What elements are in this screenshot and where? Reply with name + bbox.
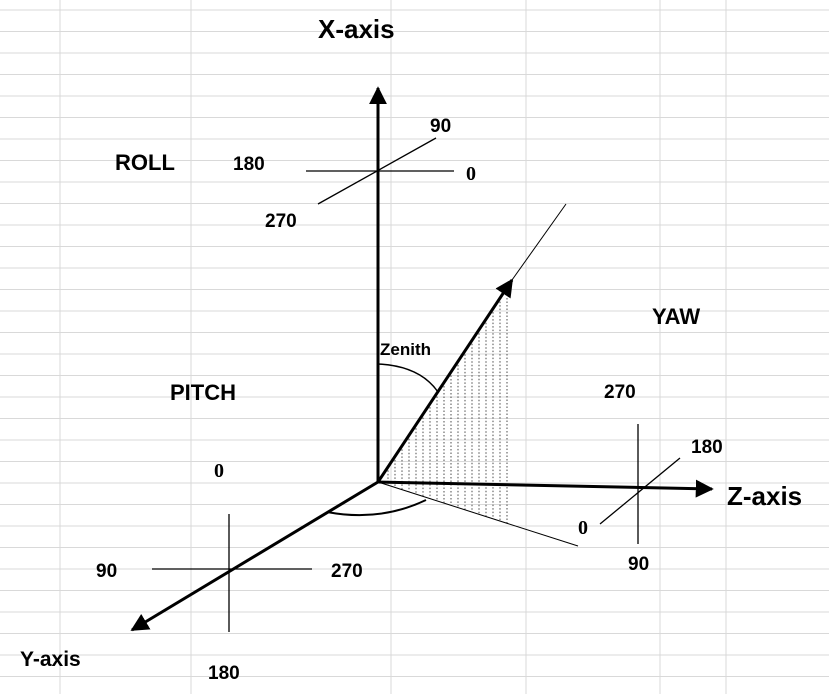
yaw-degree-top: 270: [604, 382, 636, 403]
zenith-arc: [377, 363, 439, 393]
vector-extension: [511, 203, 567, 281]
direction-vector: [376, 278, 514, 483]
roll-degree-right: 0: [466, 163, 476, 185]
zenith-label: Zenith: [380, 340, 431, 359]
yaw-cross: [599, 424, 681, 544]
yaw-title: YAW: [652, 304, 700, 329]
projection-hatching: [387, 287, 508, 524]
yaw-degree-left: 0: [578, 517, 588, 539]
pitch-title: PITCH: [170, 380, 236, 405]
azimuth-arc: [326, 499, 427, 517]
y-axis-line: [130, 480, 379, 632]
pitch-degree-right: 270: [331, 561, 363, 582]
yaw-degree-bottom: 90: [628, 554, 649, 575]
roll-degree-top: 90: [430, 116, 451, 137]
pitch-degree-left: 90: [96, 561, 117, 582]
pitch-degree-bottom: 180: [208, 663, 240, 684]
projection-line: [377, 481, 579, 547]
z-axis-line: [377, 479, 714, 498]
roll-cross: [306, 137, 454, 205]
pitch-cross: [152, 514, 312, 632]
y-axis-label: Y-axis: [20, 648, 81, 671]
roll-title: ROLL: [115, 150, 175, 175]
yaw-degree-right: 180: [691, 437, 723, 458]
z-axis-label: Z-axis: [727, 481, 802, 511]
x-axis-label: X-axis: [318, 14, 395, 44]
roll-degree-left: 180: [233, 154, 265, 175]
roll-degree-bottom: 270: [265, 211, 297, 232]
pitch-degree-top: 0: [214, 460, 224, 482]
